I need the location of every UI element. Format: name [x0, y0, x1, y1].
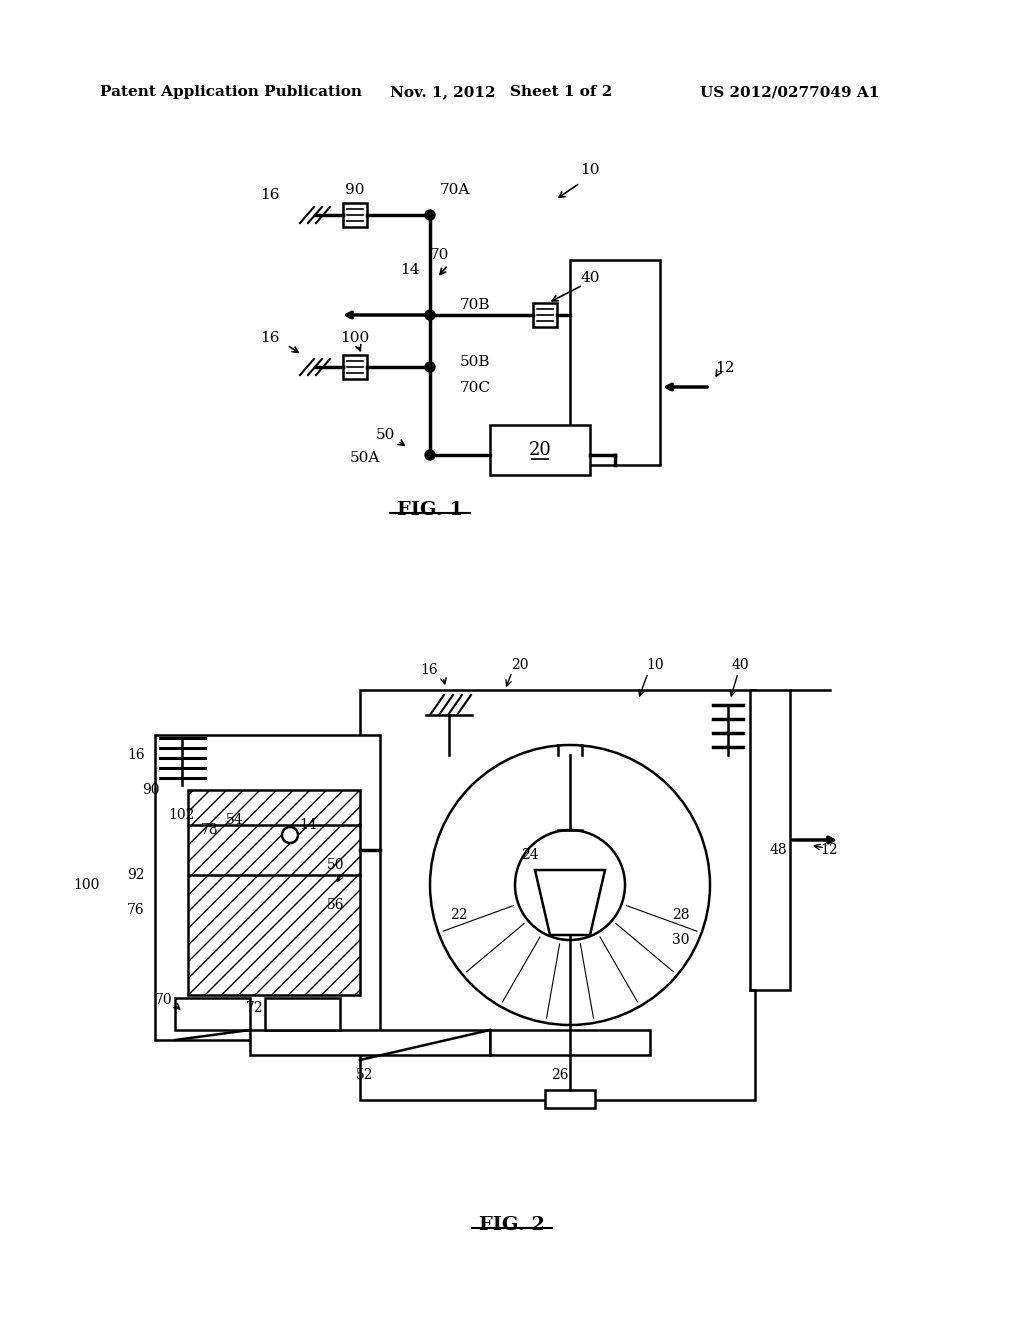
Text: 90: 90: [345, 183, 365, 197]
Bar: [188, 789, 360, 995]
Bar: [570, 260, 660, 465]
Text: 50B: 50B: [460, 355, 490, 370]
Text: FIG. 1: FIG. 1: [397, 502, 463, 519]
Text: 100: 100: [340, 331, 370, 345]
Circle shape: [425, 310, 435, 319]
Text: 16: 16: [260, 187, 280, 202]
Text: US 2012/0277049 A1: US 2012/0277049 A1: [700, 84, 880, 99]
Circle shape: [425, 210, 435, 220]
Bar: [545, 1090, 595, 1107]
Text: 10: 10: [581, 162, 600, 177]
Text: 56: 56: [327, 898, 344, 912]
Text: 16: 16: [127, 748, 145, 762]
Text: 20: 20: [528, 441, 552, 459]
Text: 50: 50: [376, 428, 394, 442]
Text: 14: 14: [299, 818, 316, 832]
Text: 16: 16: [421, 663, 438, 677]
Text: 102: 102: [169, 808, 195, 822]
Circle shape: [282, 828, 298, 843]
Text: 22: 22: [451, 908, 468, 921]
Text: 26: 26: [551, 1068, 568, 1082]
Text: 100: 100: [74, 878, 100, 892]
Bar: [250, 1030, 490, 1055]
Bar: [343, 355, 367, 379]
Bar: [155, 735, 380, 1040]
Text: 54: 54: [226, 813, 244, 828]
Text: 90: 90: [142, 783, 160, 797]
Text: 92: 92: [128, 869, 145, 882]
Circle shape: [425, 450, 435, 459]
Text: 40: 40: [731, 657, 749, 672]
Text: 78: 78: [201, 822, 218, 837]
Circle shape: [425, 362, 435, 372]
Text: 52: 52: [356, 1068, 374, 1082]
Bar: [490, 425, 590, 475]
Text: 20: 20: [511, 657, 528, 672]
Text: 50: 50: [327, 858, 344, 873]
Text: Nov. 1, 2012: Nov. 1, 2012: [390, 84, 496, 99]
Text: 16: 16: [260, 331, 280, 345]
Text: 10: 10: [646, 657, 664, 672]
Bar: [534, 304, 557, 327]
Bar: [490, 1030, 650, 1055]
Text: Patent Application Publication: Patent Application Publication: [100, 84, 362, 99]
Text: 70: 70: [155, 993, 172, 1007]
Text: Sheet 1 of 2: Sheet 1 of 2: [510, 84, 612, 99]
Text: 70A: 70A: [440, 183, 470, 197]
Bar: [265, 998, 340, 1030]
Text: 14: 14: [400, 263, 420, 277]
Text: 48: 48: [770, 843, 787, 857]
Text: 70B: 70B: [460, 298, 490, 312]
Text: 70C: 70C: [460, 381, 490, 395]
Circle shape: [430, 744, 710, 1026]
Bar: [360, 690, 755, 1100]
Text: 76: 76: [127, 903, 145, 917]
Text: 12: 12: [715, 360, 734, 375]
Text: 24: 24: [521, 847, 539, 862]
Text: 12: 12: [820, 843, 838, 857]
Circle shape: [515, 830, 625, 940]
Text: 50A: 50A: [349, 451, 380, 465]
Text: 72: 72: [246, 1001, 264, 1015]
Text: FIG. 2: FIG. 2: [479, 1216, 545, 1234]
Text: 40: 40: [581, 271, 600, 285]
Bar: [343, 203, 367, 227]
Text: 28: 28: [672, 908, 689, 921]
Text: 70: 70: [430, 248, 450, 261]
Bar: [750, 690, 790, 990]
Bar: [175, 998, 250, 1030]
Text: 30: 30: [672, 933, 689, 946]
Polygon shape: [535, 870, 605, 935]
